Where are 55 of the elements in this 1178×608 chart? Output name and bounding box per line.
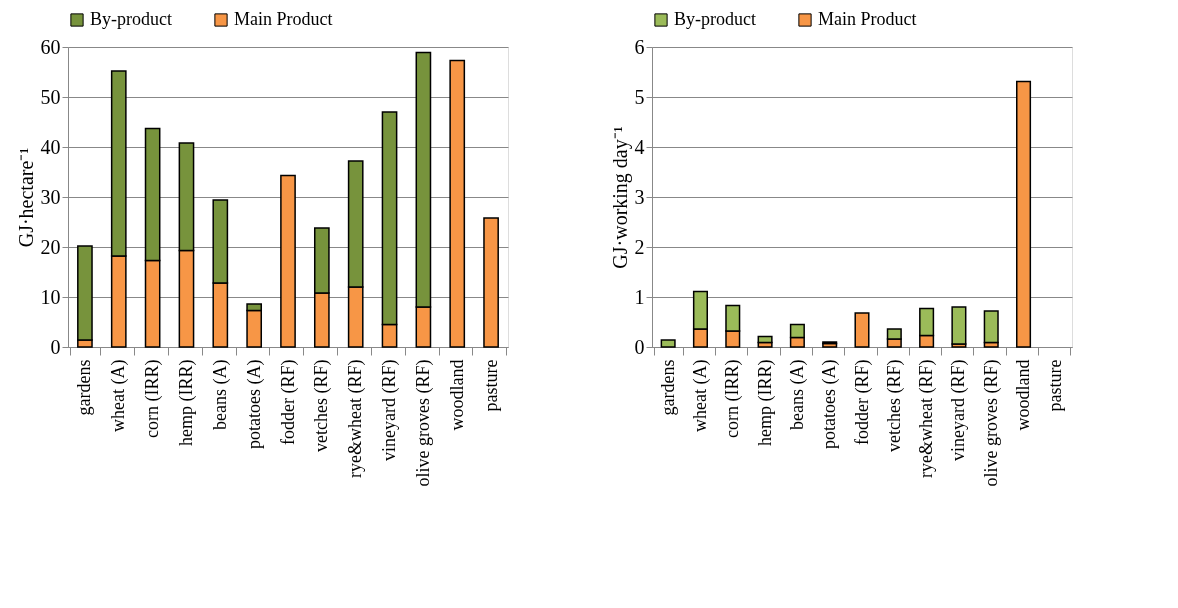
x-tick-label: fodder (RF)	[851, 359, 873, 445]
x-tick-label: beans (A)	[209, 359, 231, 430]
x-tick-label: beans (A)	[786, 359, 808, 430]
x-tick-label: rye&wheat (RF)	[916, 359, 938, 478]
y-tick-label: 3	[634, 185, 645, 208]
y-tick-label: 30	[40, 185, 61, 208]
x-tick-label: vineyard (RF)	[379, 359, 401, 461]
y-axis-title: GJ·working day⁻¹	[608, 126, 632, 269]
bar	[280, 174, 296, 348]
x-tick-label: corn (IRR)	[142, 359, 164, 438]
x-tick-label: woodland	[1013, 359, 1034, 431]
x-tick-label: vineyard (RF)	[948, 359, 970, 461]
x-tick-label: pasture	[480, 359, 501, 412]
bar	[951, 306, 967, 345]
x-tick-label: corn (IRR)	[722, 359, 744, 438]
x-tick-label: vetches (RF)	[311, 359, 333, 452]
bar	[983, 310, 999, 344]
x-tick-label: woodland	[446, 359, 467, 431]
y-tick-label: 5	[634, 85, 645, 108]
x-tick-label: wheat (A)	[108, 359, 130, 432]
y-tick-label: 20	[40, 235, 61, 258]
x-tick-label: wheat (A)	[689, 359, 711, 432]
y-tick-label: 10	[40, 285, 61, 308]
y-axis-title: GJ·hectare⁻¹	[14, 147, 37, 248]
y-tick-label: 6	[634, 35, 645, 58]
legend-label: By-product	[90, 9, 172, 29]
bar	[1016, 80, 1032, 348]
x-tick-label: hemp (IRR)	[175, 359, 197, 446]
y-tick-label: 4	[634, 135, 645, 158]
x-tick-label: olive groves (RF)	[980, 359, 1002, 487]
x-tick-label: gardens	[657, 359, 678, 416]
y-tick-label: 60	[40, 35, 61, 58]
y-tick-label: 40	[40, 135, 61, 158]
x-tick-label: olive groves (RF)	[412, 359, 434, 487]
x-tick-label: potatoes (A)	[819, 359, 841, 449]
y-tick-label: 2	[634, 235, 645, 258]
x-tick-label: rye&wheat (RF)	[345, 359, 367, 478]
legend-label: Main Product	[234, 9, 333, 29]
y-tick-label: 50	[40, 85, 61, 108]
bar	[757, 335, 773, 344]
x-tick-label: vetches (RF)	[883, 359, 905, 452]
y-tick-label: 0	[50, 335, 61, 358]
bar	[483, 217, 499, 348]
bar	[449, 59, 466, 348]
legend-label: By-product	[674, 9, 756, 29]
bar	[854, 312, 870, 348]
x-tick-label: pasture	[1045, 359, 1066, 412]
y-tick-label: 0	[634, 335, 645, 358]
x-tick-label: hemp (IRR)	[754, 359, 776, 446]
y-tick-label: 1	[634, 285, 645, 308]
x-tick-label: gardens	[74, 359, 95, 416]
legend-label: Main Product	[818, 9, 917, 29]
x-tick-label: potatoes (A)	[243, 359, 265, 449]
bar	[660, 339, 676, 348]
x-tick-label: fodder (RF)	[277, 359, 299, 445]
